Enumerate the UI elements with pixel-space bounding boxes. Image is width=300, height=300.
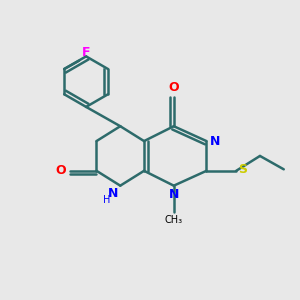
Text: CH₃: CH₃ (165, 215, 183, 225)
Text: S: S (238, 163, 247, 176)
Text: N: N (107, 187, 118, 200)
Text: N: N (169, 188, 179, 201)
Text: H: H (103, 195, 111, 205)
Text: F: F (82, 46, 90, 59)
Text: N: N (210, 135, 220, 148)
Text: O: O (56, 164, 66, 177)
Text: O: O (169, 81, 179, 94)
